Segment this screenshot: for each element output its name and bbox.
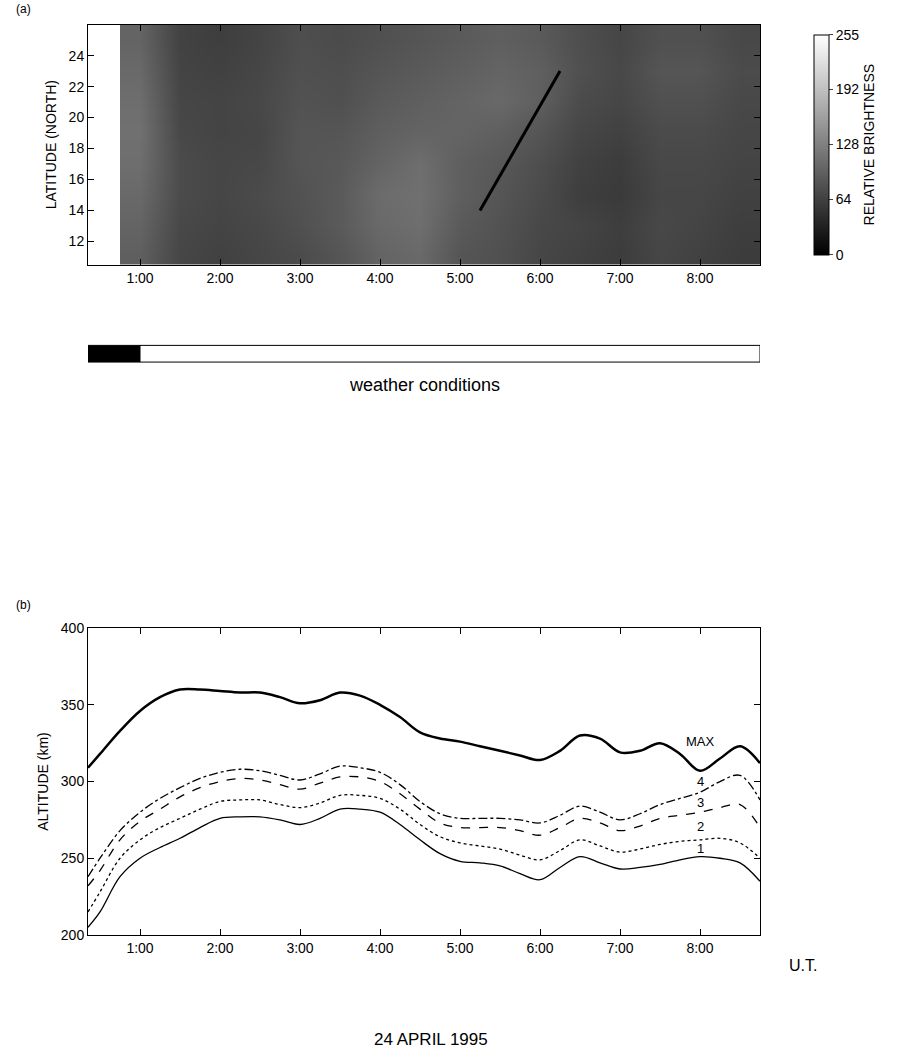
svg-text:5:00: 5:00 [446,940,473,956]
svg-text:5:00: 5:00 [446,270,473,286]
svg-text:weather conditions: weather conditions [349,375,500,395]
svg-text:6:00: 6:00 [526,940,553,956]
svg-text:1:00: 1:00 [126,270,153,286]
svg-text:2:00: 2:00 [206,270,233,286]
svg-text:20: 20 [69,109,85,125]
svg-text:350: 350 [61,697,85,713]
svg-text:U.T.: U.T. [789,957,817,974]
svg-text:300: 300 [61,773,85,789]
svg-text:3:00: 3:00 [286,270,313,286]
svg-text:4:00: 4:00 [366,940,393,956]
svg-text:200: 200 [61,927,85,943]
svg-text:8:00: 8:00 [686,270,713,286]
svg-text:22: 22 [69,78,85,94]
svg-text:2:00: 2:00 [206,940,233,956]
svg-text:ALTITUDE (km): ALTITUDE (km) [35,732,51,831]
svg-text:1:00: 1:00 [126,940,153,956]
svg-text:14: 14 [69,202,85,218]
svg-text:3: 3 [697,795,704,810]
svg-text:0: 0 [836,247,844,263]
svg-text:192: 192 [836,81,860,97]
svg-text:MAX: MAX [686,734,715,749]
svg-text:(b): (b) [16,598,31,612]
svg-text:3:00: 3:00 [286,940,313,956]
svg-text:1: 1 [697,841,704,856]
svg-text:6:00: 6:00 [526,270,553,286]
svg-text:64: 64 [836,191,852,207]
svg-text:400: 400 [61,620,85,636]
svg-text:24: 24 [69,48,85,64]
svg-text:7:00: 7:00 [606,270,633,286]
svg-text:255: 255 [836,27,860,43]
svg-text:16: 16 [69,171,85,187]
svg-text:128: 128 [836,136,860,152]
svg-text:250: 250 [61,850,85,866]
svg-text:RELATIVE BRIGHTNESS: RELATIVE BRIGHTNESS [861,64,877,226]
svg-text:12: 12 [69,233,85,249]
svg-text:7:00: 7:00 [606,940,633,956]
svg-text:4:00: 4:00 [366,270,393,286]
svg-text:2: 2 [697,819,704,834]
svg-text:4: 4 [697,774,704,789]
svg-text:24 APRIL 1995: 24 APRIL 1995 [374,1030,488,1049]
svg-text:LATITUDE (NORTH): LATITUDE (NORTH) [43,80,59,209]
svg-text:18: 18 [69,140,85,156]
svg-text:8:00: 8:00 [686,940,713,956]
svg-text:(a): (a) [16,2,31,16]
